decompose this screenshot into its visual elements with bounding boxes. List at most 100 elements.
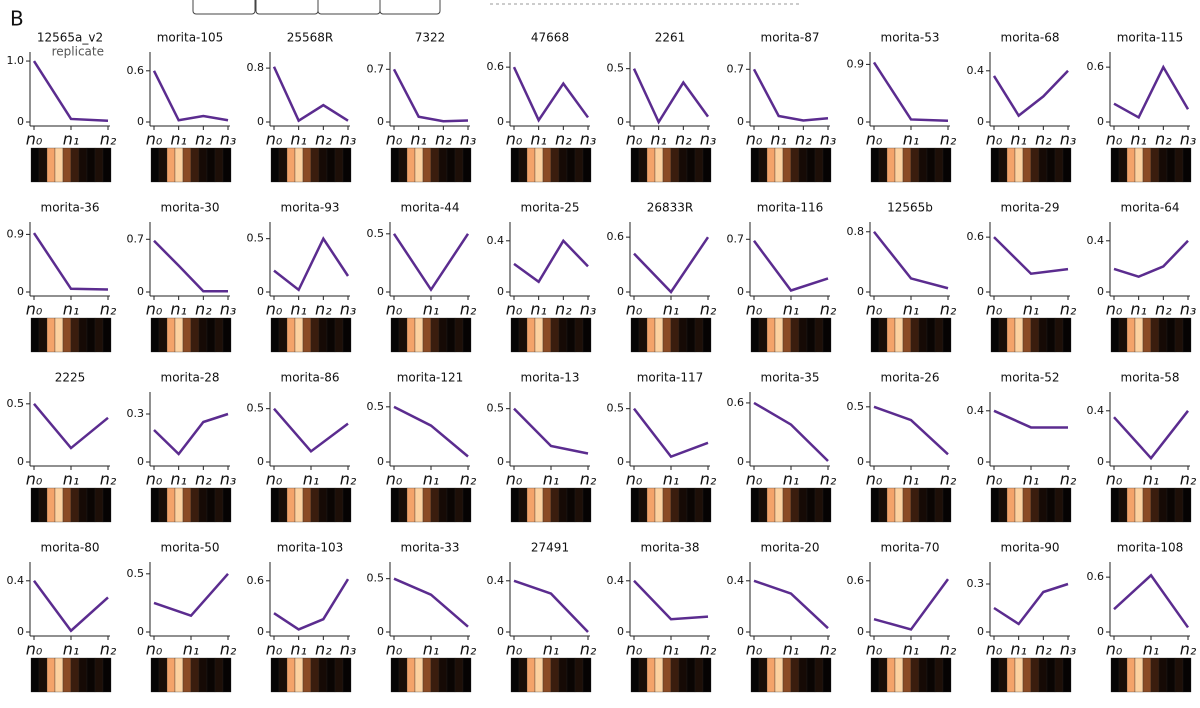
heatmap-cell: [518, 147, 528, 183]
x-tick-label: n₀: [266, 300, 283, 319]
series-line: [753, 579, 829, 630]
heatmap-cell: [454, 657, 464, 693]
x-tick-label: n₀: [866, 640, 883, 659]
heatmap-cell: [878, 147, 888, 183]
heatmap-cell: [54, 657, 64, 693]
heatmap-cell: [406, 487, 416, 523]
x-tick-label: n₃: [460, 130, 477, 149]
y-tick-label: 0.5: [367, 572, 385, 585]
heatmap-cell: [886, 657, 896, 693]
x-tick-label: n₁: [650, 130, 667, 149]
y-tick-label: 0.5: [487, 402, 505, 415]
chart-title: 27491: [531, 541, 569, 555]
heatmap-cell: [270, 147, 280, 183]
heatmap-cell: [1022, 147, 1032, 183]
heatmap-cell: [910, 317, 920, 353]
chart-title: morita-33: [401, 541, 460, 555]
x-tick-label: n₀: [386, 130, 403, 149]
heatmap-cell: [870, 317, 880, 353]
heatmap-cell: [878, 317, 888, 353]
heatmap-cell: [1110, 657, 1120, 693]
heatmap-cell: [894, 487, 904, 523]
x-tick-label: n₁: [663, 300, 680, 319]
heatmap-cell: [62, 317, 72, 353]
y-tick-label: 0.6: [727, 396, 745, 409]
heatmap-cell: [678, 487, 688, 523]
y-tick-label: 0: [857, 455, 864, 468]
heatmap-cell: [1030, 147, 1040, 183]
heatmap-cell: [206, 147, 216, 183]
heatmap-cell: [1134, 147, 1144, 183]
heatmap-cell: [894, 147, 904, 183]
chart-title: morita-105: [157, 31, 224, 45]
x-tick-label: n₀: [26, 300, 43, 319]
heatmap-cell: [1062, 147, 1072, 183]
heatmap-cell: [222, 657, 232, 693]
x-tick-label: n₃: [340, 640, 357, 659]
series-line: [1113, 239, 1189, 278]
x-tick-label: n₁: [543, 640, 560, 659]
y-tick-label: 0: [137, 455, 144, 468]
x-tick-label: n₁: [903, 300, 920, 319]
y-tick-label: 0: [17, 625, 24, 638]
heatmap-cell: [414, 487, 424, 523]
heatmap-cell: [670, 657, 680, 693]
x-tick-label: n₀: [26, 130, 43, 149]
heatmap-cell: [1030, 657, 1040, 693]
x-tick-label: n₀: [986, 640, 1003, 659]
heatmap-cell: [534, 317, 544, 353]
heatmap-cell: [70, 657, 80, 693]
heatmap-cell: [414, 317, 424, 353]
series-line: [153, 412, 229, 456]
heatmap-cell: [918, 317, 928, 353]
y-tick-label: 0.4: [7, 574, 25, 587]
heatmap-cell: [518, 317, 528, 353]
heatmap-cell: [1006, 147, 1016, 183]
heatmap-cell: [1110, 317, 1120, 353]
heatmap-cell: [774, 487, 784, 523]
heatmap-cell: [30, 657, 40, 693]
heatmap-cell: [630, 487, 640, 523]
chart-title: morita-58: [1121, 371, 1180, 385]
heatmap-cell: [462, 487, 472, 523]
heatmap-cell: [542, 317, 552, 353]
series-line: [153, 239, 228, 293]
x-tick-label: n₀: [266, 640, 283, 659]
heatmap-cell: [1166, 657, 1176, 693]
heatmap-cell: [462, 147, 472, 183]
heatmap-cell: [926, 487, 936, 523]
y-tick-label: 0.4: [607, 574, 625, 587]
heatmap-cell: [214, 487, 224, 523]
series-line: [752, 68, 829, 122]
x-tick-label: n₂: [700, 470, 717, 489]
y-tick-label: 0.6: [847, 574, 865, 587]
heatmap-cell: [774, 147, 784, 183]
heatmap-cell: [870, 487, 880, 523]
y-tick-label: 0: [497, 285, 504, 298]
heatmap-cell: [1110, 147, 1120, 183]
series-line: [993, 409, 1068, 429]
y-tick-label: 0.6: [607, 230, 625, 243]
heatmap-cell: [78, 487, 88, 523]
chart-title: morita-93: [281, 201, 340, 215]
y-tick-label: 0.7: [127, 232, 145, 245]
x-tick-label: n₀: [986, 130, 1003, 149]
chart-title: morita-116: [757, 201, 824, 215]
heatmap-cell: [550, 317, 560, 353]
heatmap-cell: [78, 317, 88, 353]
heatmap-cell: [158, 147, 168, 183]
heatmap-cell: [998, 487, 1008, 523]
x-tick-label: n₁: [663, 640, 680, 659]
heatmap-cell: [782, 487, 792, 523]
heatmap-cell: [574, 487, 584, 523]
y-tick-label: 0.5: [607, 402, 625, 415]
heatmap-cell: [438, 147, 448, 183]
x-tick-label: n₁: [170, 300, 187, 319]
heatmap-cell: [790, 147, 800, 183]
x-tick-label: n₃: [820, 130, 837, 149]
y-tick-label: 0: [377, 455, 384, 468]
x-tick-label: n₃: [1180, 130, 1197, 149]
y-tick-label: 0: [17, 285, 24, 298]
heatmap-cell: [334, 487, 344, 523]
heatmap-cell: [1046, 487, 1056, 523]
